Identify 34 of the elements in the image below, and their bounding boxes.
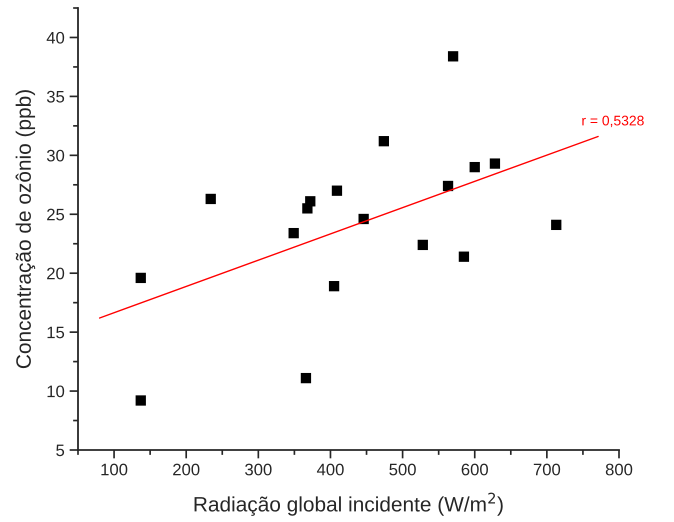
point — [288, 228, 299, 238]
y-tick-label: 10 — [48, 385, 64, 398]
y-tick-label: 35 — [46, 90, 64, 103]
point — [551, 220, 562, 230]
y-tick-label: 20 — [47, 268, 64, 280]
y-axis-title: Concentração de ozônio (ppb) — [16, 90, 36, 368]
y-tick-label: 25 — [47, 208, 64, 220]
point — [305, 196, 316, 206]
y-tick-label: 15 — [48, 326, 64, 338]
point — [418, 240, 428, 250]
point — [378, 136, 389, 146]
point — [490, 158, 500, 169]
point — [458, 252, 470, 262]
y-tick-label: 30 — [46, 150, 64, 162]
point — [448, 51, 458, 62]
annotation: r = 0,5328 — [582, 116, 644, 128]
point — [300, 372, 312, 384]
x-tick-label: 300 — [245, 464, 272, 476]
point — [136, 395, 146, 406]
point — [332, 186, 342, 196]
y-tick-label: 40 — [46, 32, 64, 44]
point — [136, 272, 146, 284]
y-tick-label: 5 — [56, 444, 64, 456]
point — [328, 281, 340, 292]
x-tick-label: 700 — [534, 464, 560, 476]
x-tick-label: 200 — [173, 464, 200, 476]
point — [470, 162, 480, 172]
x-tick-label: 600 — [462, 464, 488, 476]
x-tick-label: 500 — [389, 464, 416, 476]
x-tick-label: 100 — [101, 464, 128, 476]
x-tick-label: 800 — [606, 464, 632, 476]
x-axis-title: Radiação global incidente (W/m$^{2}$) — [194, 492, 503, 516]
x-tick-label: 400 — [316, 464, 344, 476]
point — [206, 194, 216, 204]
